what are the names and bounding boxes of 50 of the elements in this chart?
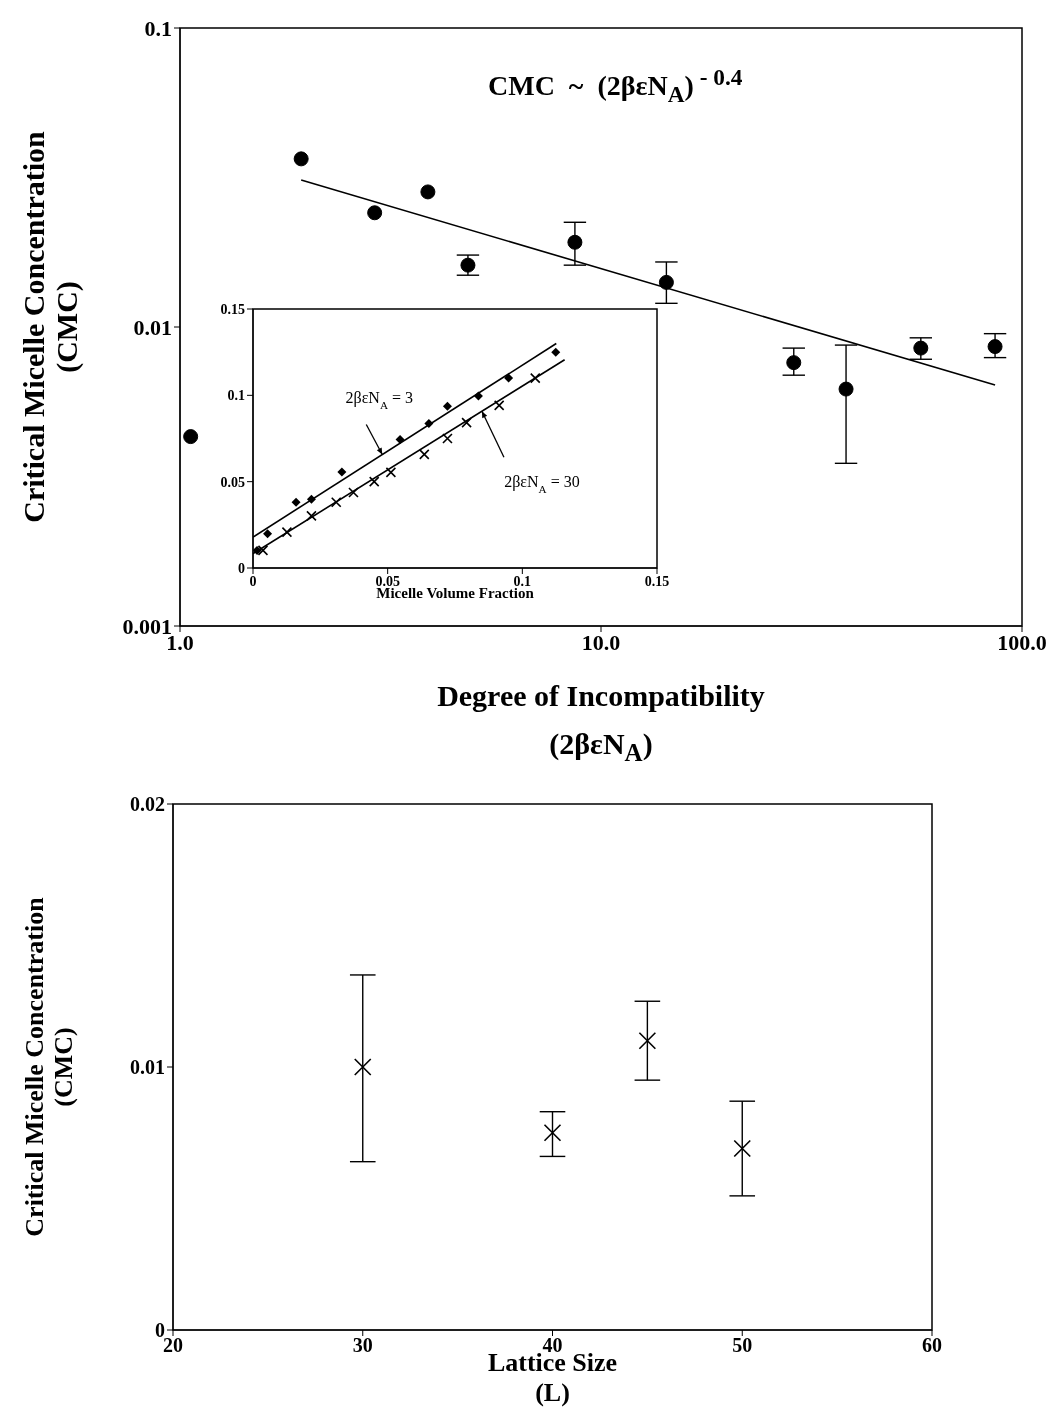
point — [330, 496, 342, 508]
point — [493, 400, 505, 411]
y-tick-label: 0 — [155, 1319, 165, 1342]
point — [551, 347, 561, 357]
x-axis-title: Degree of Incompatibility (2βεN$_{A}$) — [436, 678, 766, 768]
point — [395, 435, 405, 445]
x-tick-label: 100.0 — [997, 629, 1047, 655]
point — [253, 545, 262, 555]
y-tick-label: 0.1 — [144, 15, 172, 41]
x-tick-label: 30 — [352, 1334, 373, 1357]
annotation: 2βεN$_{A}$ = 30 — [504, 473, 580, 496]
point — [353, 1058, 372, 1076]
point — [263, 529, 273, 539]
annotation: 2βεN$_{A}$ = 3 — [345, 388, 414, 411]
point — [529, 372, 541, 384]
point — [306, 494, 316, 504]
point — [281, 526, 293, 538]
y-tick-label: 0 — [238, 560, 245, 576]
point — [337, 467, 347, 477]
y-tick-label: 0.02 — [130, 793, 165, 816]
x-tick-label: 0 — [249, 573, 257, 589]
x-tick-label: 60 — [922, 1334, 942, 1357]
y-axis-title: Critical Micelle Concentration (CMC) — [20, 897, 79, 1237]
y-tick-label: 0.15 — [220, 301, 245, 317]
point — [543, 1123, 562, 1142]
point — [442, 433, 453, 444]
point — [424, 418, 434, 428]
point — [504, 373, 514, 383]
x-tick-label: 10.0 — [581, 629, 621, 655]
point — [348, 487, 359, 498]
y-tick-label: 0.1 — [227, 388, 245, 404]
point — [638, 1031, 657, 1050]
point — [257, 545, 269, 556]
point — [419, 449, 430, 460]
y-axis-title: Critical Micelle Concentration (CMC) — [17, 131, 83, 523]
point — [442, 401, 452, 411]
point — [291, 497, 301, 507]
point — [306, 510, 317, 522]
y-tick-label: 0.01 — [130, 1056, 165, 1079]
x-tick-label: 20 — [163, 1334, 183, 1357]
point — [385, 467, 397, 478]
point — [473, 391, 483, 401]
y-tick-label: 0.01 — [133, 314, 172, 340]
point — [461, 417, 472, 428]
x-tick-label: 0.15 — [644, 573, 670, 589]
point — [733, 1139, 752, 1158]
point — [368, 476, 380, 487]
y-tick-label: 0.05 — [220, 474, 245, 490]
x-tick-label: 50 — [732, 1334, 753, 1357]
annotation: CMC ~ (2βεN$_{A}$) $^{- 0.4}$ — [488, 64, 743, 108]
